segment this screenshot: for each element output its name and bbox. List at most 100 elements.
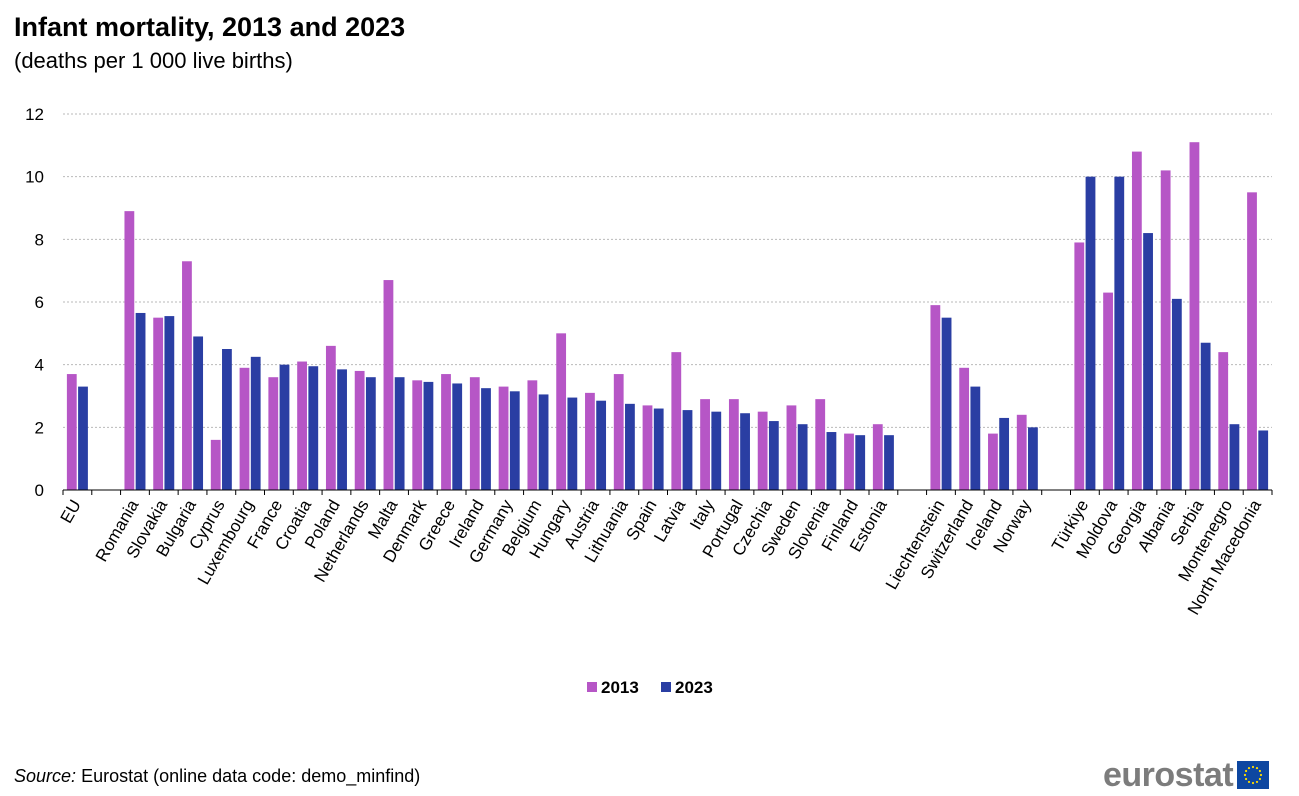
flag-star (1248, 766, 1251, 770)
bar-2023 (250, 356, 261, 490)
bar-2013 (844, 433, 854, 490)
bar-2013 (1218, 352, 1229, 490)
bar-2023 (999, 417, 1010, 490)
source-note: Source: Eurostat (online data code: demo… (14, 766, 420, 787)
bar-2023 (768, 421, 779, 490)
bar-2013 (930, 305, 941, 490)
source-text: Eurostat (online data code: demo_minfind… (81, 766, 421, 786)
y-tick-label: 0 (35, 481, 44, 500)
bar-2023 (365, 377, 376, 490)
bar-2023 (653, 408, 664, 490)
bar-2013 (671, 352, 682, 490)
legend-swatch-2013 (587, 682, 597, 692)
bar-2013 (728, 399, 739, 490)
bar-2013 (354, 370, 365, 490)
bar-2023 (740, 413, 750, 490)
flag-star (1258, 769, 1262, 773)
bar-2013 (469, 377, 480, 490)
y-tick-label: 2 (35, 418, 44, 437)
bar-2023 (423, 381, 434, 490)
bar-2023 (797, 424, 808, 490)
logo-text: eurostat (1103, 755, 1234, 794)
bar-2023 (279, 364, 290, 490)
chart-subtitle: (deaths per 1 000 live births) (14, 48, 293, 73)
bar-2013 (757, 411, 768, 490)
bar-2013 (700, 399, 710, 490)
bar-2013 (1160, 170, 1171, 490)
flag-star (1252, 765, 1255, 769)
bar-2023 (538, 394, 549, 490)
bar-2023 (1258, 430, 1269, 490)
bar-2013 (1016, 414, 1027, 490)
flag-star (1256, 766, 1259, 770)
bar-2023 (222, 349, 232, 490)
bar-2013 (1074, 242, 1085, 490)
flag-star (1252, 781, 1255, 785)
x-tick-label: Latvia (650, 496, 689, 545)
y-tick-label: 6 (35, 293, 44, 312)
flag-star (1260, 773, 1263, 777)
bar-2013 (527, 380, 538, 490)
bar-2023 (193, 336, 204, 490)
bar-2013 (66, 374, 77, 490)
bar-2023 (164, 316, 175, 490)
source-label: Source: (14, 766, 77, 786)
bar-2013 (383, 280, 394, 490)
y-tick-label: 10 (25, 168, 44, 187)
bar-2023 (481, 388, 491, 490)
bar-2023 (625, 403, 635, 490)
bar-2023 (567, 397, 578, 490)
x-tick-label: EU (57, 497, 85, 527)
bar-2023 (1229, 424, 1240, 490)
flag-star (1244, 773, 1247, 777)
bar-2013 (872, 424, 883, 490)
flag-star (1258, 777, 1262, 781)
bar-2023 (711, 411, 722, 490)
y-tick-label: 12 (25, 105, 44, 124)
bar-2023 (884, 435, 894, 490)
chart-title: Infant mortality, 2013 and 2023 (14, 12, 406, 42)
bar-2023 (941, 317, 952, 490)
bar-2023 (1114, 176, 1125, 490)
legend-label-2013: 2013 (601, 678, 639, 697)
flag-star (1248, 780, 1251, 784)
flag-star (1245, 769, 1248, 773)
bar-2023 (826, 432, 837, 490)
bar-2023 (855, 435, 866, 490)
y-tick-label: 4 (35, 356, 44, 375)
eurostat-logo: eurostat (1103, 755, 1270, 794)
bar-2013 (613, 374, 624, 490)
bar-2023 (78, 386, 88, 490)
bar-2013 (556, 333, 567, 490)
bar-2013 (959, 367, 970, 490)
bar-2013 (1131, 151, 1142, 490)
bar-2023 (394, 377, 405, 490)
bar-2013 (1103, 292, 1113, 490)
bar-2013 (441, 374, 451, 490)
legend-label-2023: 2023 (675, 678, 713, 697)
bar-2023 (337, 369, 347, 490)
bar-2013 (124, 211, 135, 490)
bar-2023 (682, 410, 693, 490)
bar-2013 (239, 367, 250, 490)
flag-star (1256, 780, 1259, 784)
bar-2013 (642, 405, 653, 490)
bar-2023 (452, 383, 463, 490)
bar-2013 (153, 317, 164, 490)
bar-2023 (1028, 427, 1038, 490)
bar-2013 (988, 433, 998, 490)
bar-2023 (509, 391, 520, 490)
bar-2023 (308, 366, 319, 490)
bar-2023 (1085, 176, 1096, 490)
bar-2013 (412, 380, 423, 490)
bar-2013 (498, 386, 509, 490)
bar-2013 (585, 392, 595, 490)
bar-2023 (596, 400, 607, 490)
y-tick-label: 8 (35, 230, 44, 249)
bar-2013 (297, 361, 307, 490)
bar-2013 (1189, 142, 1200, 490)
bar-2023 (970, 386, 981, 490)
eu-flag-icon (1237, 761, 1270, 789)
legend-swatch-2023 (661, 682, 671, 692)
